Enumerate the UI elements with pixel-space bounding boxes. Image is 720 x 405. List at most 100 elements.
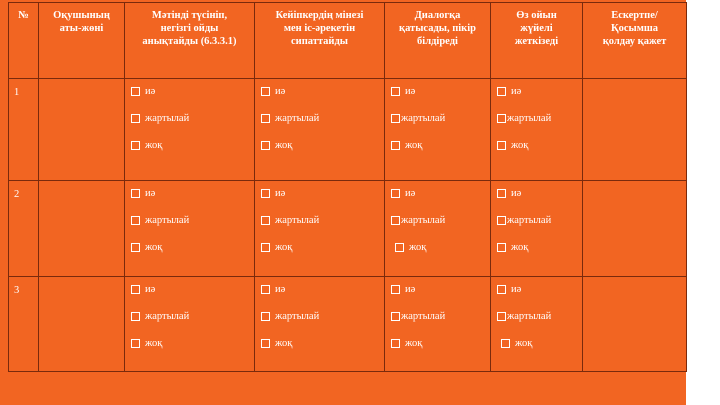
option-no[interactable]: жоқ — [391, 139, 490, 152]
criterion-cell: иә жартылай жоқ — [490, 78, 583, 181]
student-name-cell[interactable] — [38, 180, 125, 277]
checkbox[interactable] — [497, 189, 506, 198]
row-number: 1 — [8, 78, 39, 181]
header-understands-text: Мәтінді түсініп, негізгі ойды анықтайды (6… — [124, 2, 255, 79]
checkbox[interactable] — [131, 339, 140, 348]
row-number: 2 — [8, 180, 39, 277]
option-no[interactable]: жоқ — [261, 241, 384, 254]
checkbox[interactable] — [395, 243, 404, 252]
checkbox[interactable] — [261, 243, 270, 252]
checkbox[interactable] — [131, 216, 140, 225]
option-no[interactable]: жоқ — [131, 337, 254, 350]
table-row: 2 иә жартылай жоқ иә жартылай жоқ иә жар… — [8, 180, 687, 277]
checkbox[interactable] — [261, 312, 270, 321]
option-no[interactable]: жоқ — [261, 337, 384, 350]
checkbox[interactable] — [131, 312, 140, 321]
option-partial[interactable]: жартылай — [497, 214, 582, 227]
option-yes[interactable]: иә — [391, 187, 490, 200]
option-no[interactable]: жоқ — [497, 139, 582, 152]
checkbox[interactable] — [391, 312, 400, 321]
checkbox[interactable] — [261, 339, 270, 348]
option-partial[interactable]: жартылай — [131, 112, 254, 125]
checkbox[interactable] — [391, 285, 400, 294]
option-partial[interactable]: жартылай — [131, 310, 254, 323]
checkbox[interactable] — [497, 216, 506, 225]
checkbox[interactable] — [501, 339, 510, 348]
checkbox[interactable] — [261, 114, 270, 123]
header-describes-character: Кейіпкердің мінезі мен іс-әрекетін сипатта… — [254, 2, 385, 79]
checkbox[interactable] — [131, 243, 140, 252]
header-expresses-thoughts: Өз ойын жүйелі жеткізеді — [490, 2, 583, 79]
checkbox[interactable] — [497, 87, 506, 96]
checkbox[interactable] — [497, 312, 506, 321]
option-no[interactable]: жоқ — [501, 337, 582, 350]
checkbox[interactable] — [261, 141, 270, 150]
checkbox[interactable] — [391, 114, 400, 123]
checkbox[interactable] — [391, 339, 400, 348]
checkbox[interactable] — [391, 216, 400, 225]
option-no[interactable]: жоқ — [131, 139, 254, 152]
criterion-cell: иә жартылай жоқ — [124, 78, 255, 181]
option-partial[interactable]: жартылай — [261, 214, 384, 227]
checkbox[interactable] — [391, 141, 400, 150]
checkbox[interactable] — [497, 243, 506, 252]
option-yes[interactable]: иә — [497, 187, 582, 200]
option-partial[interactable]: жартылай — [131, 214, 254, 227]
option-no[interactable]: жоқ — [497, 241, 582, 254]
option-partial[interactable]: жартылай — [391, 310, 490, 323]
criterion-cell: иә жартылай жоқ — [254, 78, 385, 181]
option-yes[interactable]: иә — [497, 283, 582, 296]
checkbox[interactable] — [261, 216, 270, 225]
option-yes[interactable]: иә — [131, 283, 254, 296]
criterion-cell: иә жартылай жоқ — [490, 180, 583, 277]
checkbox[interactable] — [131, 141, 140, 150]
option-yes[interactable]: иә — [131, 85, 254, 98]
checkbox[interactable] — [131, 285, 140, 294]
note-cell[interactable] — [582, 78, 687, 181]
criterion-cell: иә жартылай жоқ — [384, 180, 491, 277]
checkbox[interactable] — [391, 87, 400, 96]
checkbox[interactable] — [131, 189, 140, 198]
option-no[interactable]: жоқ — [131, 241, 254, 254]
checkbox[interactable] — [261, 285, 270, 294]
checkbox[interactable] — [261, 87, 270, 96]
checkbox[interactable] — [131, 87, 140, 96]
option-yes[interactable]: иә — [131, 187, 254, 200]
option-partial[interactable]: жартылай — [497, 112, 582, 125]
header-student-name: Оқушының аты-жөні — [38, 2, 125, 79]
option-yes[interactable]: иә — [391, 85, 490, 98]
checkbox[interactable] — [391, 189, 400, 198]
checkbox[interactable] — [497, 285, 506, 294]
checkbox[interactable] — [261, 189, 270, 198]
option-yes[interactable]: иә — [261, 283, 384, 296]
row-number: 3 — [8, 276, 39, 372]
option-partial[interactable]: жартылай — [261, 310, 384, 323]
option-partial[interactable]: жартылай — [497, 310, 582, 323]
option-yes[interactable]: иә — [261, 187, 384, 200]
criterion-cell: иә жартылай жоқ — [384, 276, 491, 372]
option-no[interactable]: жоқ — [261, 139, 384, 152]
note-cell[interactable] — [582, 180, 687, 277]
checkbox[interactable] — [131, 114, 140, 123]
option-partial[interactable]: жартылай — [391, 214, 490, 227]
header-row: № Оқушының аты-жөні Мәтінді түсініп, негіз… — [8, 2, 687, 79]
note-cell[interactable] — [582, 276, 687, 372]
header-number: № — [8, 2, 39, 79]
option-no[interactable]: жоқ — [391, 337, 490, 350]
student-name-cell[interactable] — [38, 276, 125, 372]
checkbox[interactable] — [497, 114, 506, 123]
header-dialogue: Диалогқа қатысады, пікір білдіреді — [384, 2, 491, 79]
option-partial[interactable]: жартылай — [261, 112, 384, 125]
criterion-cell: иә жартылай жоқ — [124, 276, 255, 372]
table-row: 1 иә жартылай жоқ иә жартылай жоқ иә жар… — [8, 78, 687, 181]
checkbox[interactable] — [497, 141, 506, 150]
criterion-cell: иә жартылай жоқ — [490, 276, 583, 372]
option-partial[interactable]: жартылай — [391, 112, 490, 125]
option-yes[interactable]: иә — [497, 85, 582, 98]
option-yes[interactable]: иә — [391, 283, 490, 296]
option-no[interactable]: жоқ — [395, 241, 490, 254]
table-row: 3 иә жартылай жоқ иә жартылай жоқ иә жар… — [8, 276, 687, 372]
option-yes[interactable]: иә — [261, 85, 384, 98]
student-name-cell[interactable] — [38, 78, 125, 181]
